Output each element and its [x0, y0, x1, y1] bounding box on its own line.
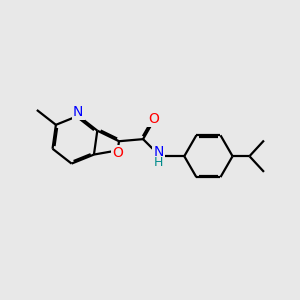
Text: N: N [154, 146, 164, 159]
Text: H: H [154, 156, 163, 169]
Text: O: O [148, 112, 159, 126]
Text: O: O [112, 146, 123, 160]
Text: N: N [73, 105, 83, 119]
